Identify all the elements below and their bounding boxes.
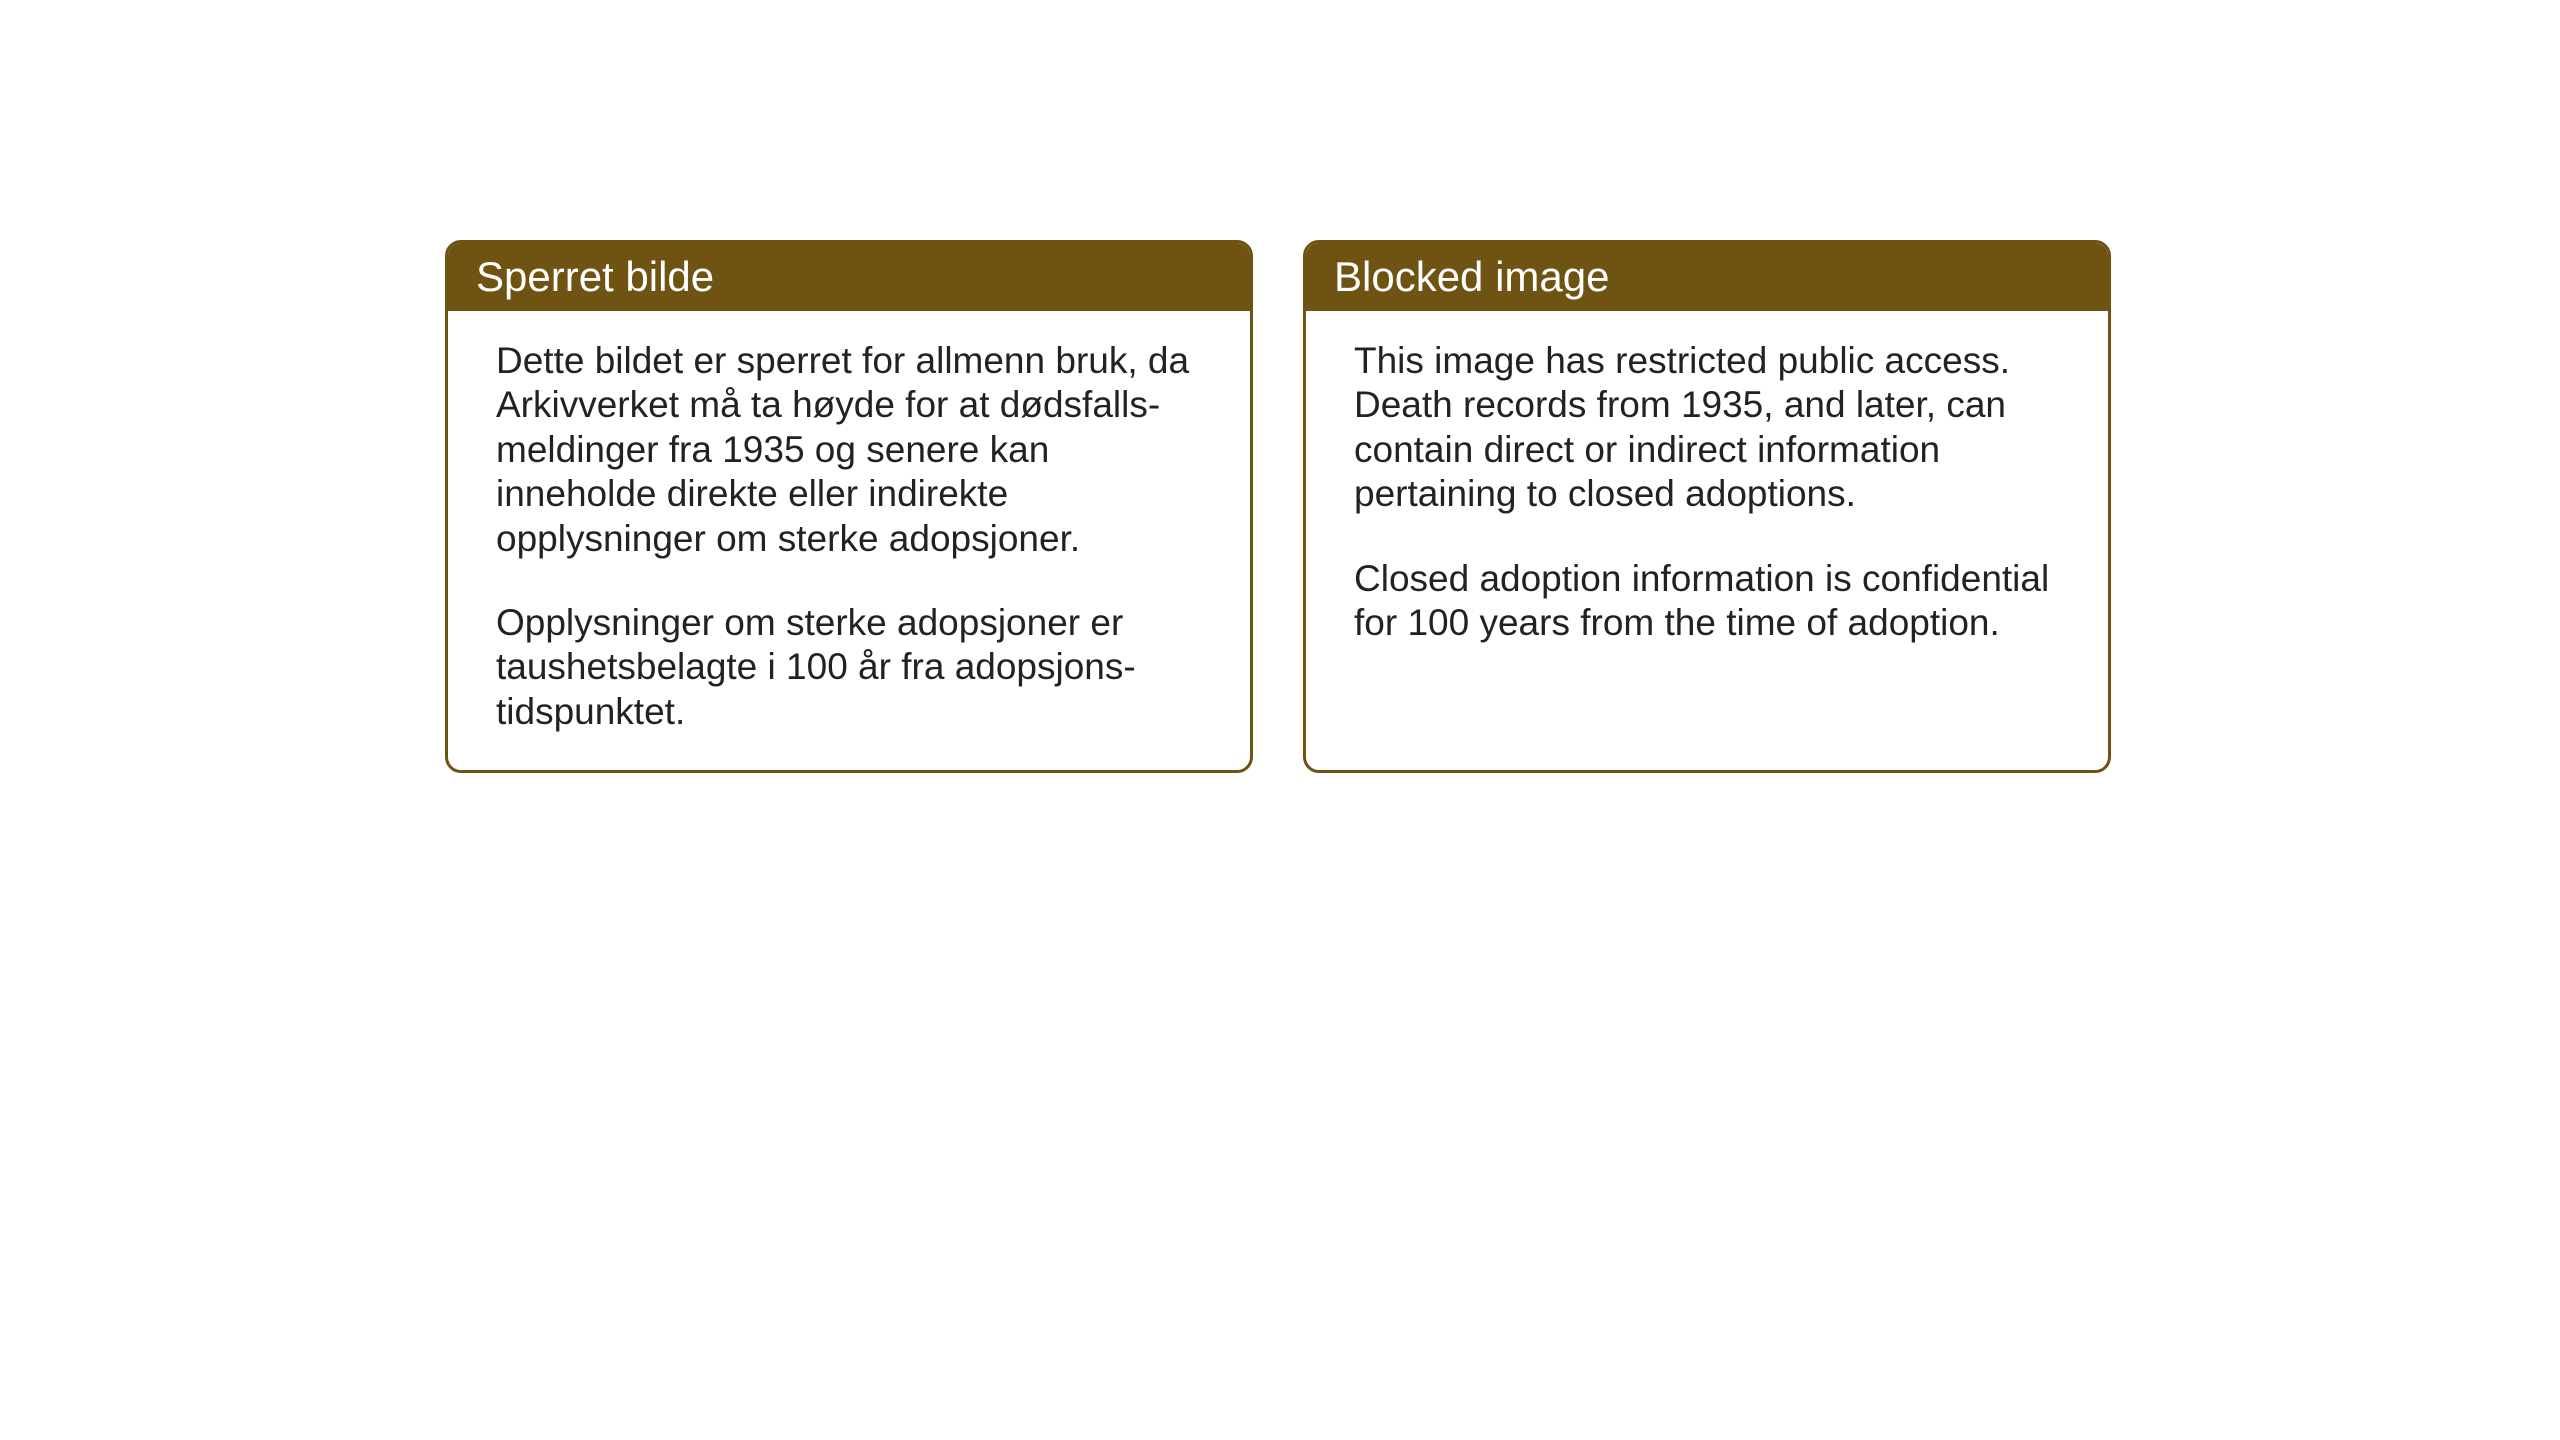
info-box-norwegian: Sperret bilde Dette bildet er sperret fo…: [445, 240, 1253, 773]
info-text-norwegian-p1: Dette bildet er sperret for allmenn bruk…: [496, 339, 1202, 561]
info-text-english-p1: This image has restricted public access.…: [1354, 339, 2060, 517]
info-box-header-english: Blocked image: [1306, 243, 2108, 311]
info-text-english-p2: Closed adoption information is confident…: [1354, 557, 2060, 646]
info-box-body-norwegian: Dette bildet er sperret for allmenn bruk…: [448, 311, 1250, 770]
info-box-english: Blocked image This image has restricted …: [1303, 240, 2111, 773]
info-box-body-english: This image has restricted public access.…: [1306, 311, 2108, 751]
info-text-norwegian-p2: Opplysninger om sterke adopsjoner er tau…: [496, 601, 1202, 734]
info-box-header-norwegian: Sperret bilde: [448, 243, 1250, 311]
info-boxes-container: Sperret bilde Dette bildet er sperret fo…: [445, 240, 2111, 773]
